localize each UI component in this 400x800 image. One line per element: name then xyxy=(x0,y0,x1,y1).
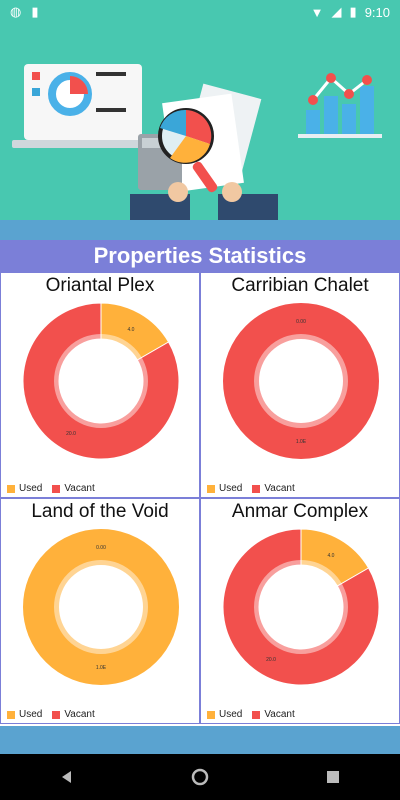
legend-vacant: Vacant xyxy=(252,709,295,720)
home-icon xyxy=(191,768,209,786)
used-slice-label: 4.0 xyxy=(328,553,335,559)
legend-used: Used xyxy=(207,709,242,720)
donut-hole xyxy=(261,567,341,647)
legend-vacant: Vacant xyxy=(52,709,95,720)
vacant-slice xyxy=(223,303,379,459)
donut-hole-ring xyxy=(254,560,348,654)
vacant-slice-label: 0.00 xyxy=(96,545,106,551)
legend-used: Used xyxy=(207,483,242,494)
legend-used: Used xyxy=(7,709,42,720)
wifi-icon: ▼ xyxy=(310,4,324,20)
donut-hole xyxy=(61,341,141,421)
property-name: Anmar Complex xyxy=(231,501,369,522)
properties-grid: Oriantal Plex 4.0 20.0 Used Vacant Carrib… xyxy=(0,272,400,726)
status-bar: ◍ ▮ ▼ ◢ ▮ 9:10 xyxy=(0,0,400,24)
vacant-slice-label: 20.0 xyxy=(66,431,76,437)
donut-hole-ring xyxy=(54,334,148,428)
property-name: Land of the Void xyxy=(31,501,169,522)
recents-button[interactable] xyxy=(313,757,353,797)
donut-chart: 4.0 20.0 xyxy=(222,528,380,686)
legend-used: Used xyxy=(7,483,42,494)
sd-card-icon: ▮ xyxy=(31,4,39,19)
vacant-slice-label: 1.0E xyxy=(296,439,307,445)
legend-vacant: Vacant xyxy=(52,483,95,494)
used-slice xyxy=(23,529,179,685)
recents-icon xyxy=(327,771,340,783)
donut-chart: 0.00 1.0E xyxy=(223,303,379,459)
clock: 9:10 xyxy=(364,4,390,20)
signal-icon: ◢ xyxy=(331,4,342,19)
property-card[interactable]: Oriantal Plex 4.0 20.0 Used Vacant xyxy=(0,272,200,498)
back-icon xyxy=(61,771,71,783)
chart-legend: Used Vacant xyxy=(7,483,95,494)
used-slice-label: 1.0E xyxy=(96,665,107,671)
donut-chart: 4.0 20.0 xyxy=(22,302,180,460)
bar-chart-icon xyxy=(298,73,382,138)
property-name: Oriantal Plex xyxy=(45,275,155,296)
bottom-strip xyxy=(0,726,400,754)
chart-legend: Used Vacant xyxy=(207,483,295,494)
home-button[interactable] xyxy=(180,757,220,797)
donut-chart: 1.0E 0.00 xyxy=(23,529,179,685)
used-slice-label: 4.0 xyxy=(128,327,135,333)
property-card[interactable]: Anmar Complex 4.0 20.0 Used Vacant xyxy=(200,498,400,724)
vacant-slice xyxy=(222,528,380,686)
chart-legend: Used Vacant xyxy=(207,709,295,720)
property-name: Carribian Chalet xyxy=(231,275,369,296)
page-title: Properties Statistics xyxy=(0,240,400,272)
hero-banner xyxy=(0,24,400,220)
sync-icon: ◍ xyxy=(10,4,22,19)
back-button[interactable] xyxy=(47,757,87,797)
donut-hole xyxy=(61,567,141,647)
vacant-slice xyxy=(22,302,180,460)
magnifier-icon xyxy=(130,83,278,220)
vacant-slice-label: 20.0 xyxy=(266,657,276,663)
divider-strip xyxy=(0,220,400,240)
chart-legend: Used Vacant xyxy=(7,709,95,720)
laptop-icon xyxy=(12,64,152,148)
battery-icon: ▮ xyxy=(349,4,357,19)
donut-hole-ring xyxy=(254,334,348,428)
property-card[interactable]: Land of the Void 1.0E 0.00 Used Vacant xyxy=(0,498,200,724)
donut-hole xyxy=(261,341,341,421)
donut-hole-ring xyxy=(54,560,148,654)
legend-vacant: Vacant xyxy=(252,483,295,494)
used-slice-label: 0.00 xyxy=(296,319,306,325)
property-card[interactable]: Carribian Chalet 0.00 1.0E Used Vacant xyxy=(200,272,400,498)
system-nav-bar xyxy=(0,754,400,800)
